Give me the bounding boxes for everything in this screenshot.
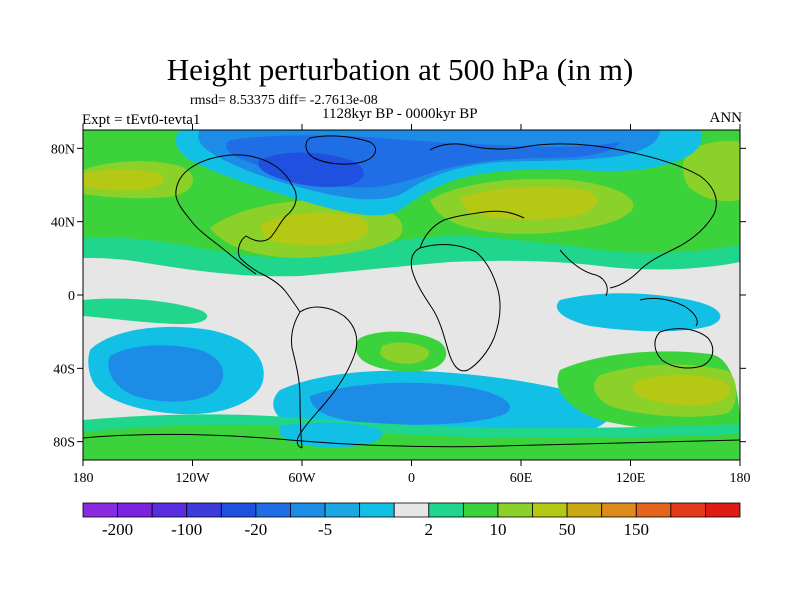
colorbar-label: 150 [624, 520, 650, 539]
period-label: 1128kyr BP - 0000kyr BP [322, 106, 478, 122]
colorbar: -200 -100 -20 -5 2 10 50 150 [82, 502, 741, 539]
field-south-pacific-negative-core [108, 345, 224, 402]
lon-tick-label: 60W [288, 471, 316, 486]
colorbar-swatch [532, 502, 568, 518]
colorbar-label: -200 [102, 520, 133, 539]
map-panel [83, 130, 740, 460]
colorbar-swatch [255, 502, 291, 518]
lat-tick-label: 40S [53, 362, 75, 377]
longitude-axis: 180 120W 60W 0 60E 120E 180 [73, 124, 751, 486]
lon-tick-label: 180 [73, 471, 94, 486]
coast-eurasia [429, 143, 717, 289]
colorbar-label: -5 [318, 520, 332, 539]
colorbar-swatch [705, 502, 741, 518]
field-midlat-light-band [83, 298, 208, 324]
colorbar-swatch [151, 502, 188, 518]
lat-tick-label: 0 [68, 289, 75, 304]
colorbar-label: 10 [489, 520, 506, 539]
colorbar-swatch [670, 502, 706, 518]
colorbar-swatch [220, 502, 257, 518]
coastlines [83, 135, 740, 449]
colorbar-label: 2 [425, 520, 434, 539]
coast-north-america [187, 154, 301, 313]
plot-title: Height perturbation at 500 hPa (in m) [166, 52, 634, 87]
field-south-indian-positive-center [632, 374, 731, 406]
lon-tick-label: 0 [408, 471, 415, 486]
colorbar-swatch [290, 502, 326, 518]
colorbar-swatch [497, 502, 533, 518]
colorbar-swatch [82, 502, 118, 518]
lon-tick-label: 60E [510, 471, 533, 486]
latitude-axis: 80N 40N 0 40S 80S [51, 142, 746, 451]
lat-tick-label: 80S [53, 436, 75, 451]
field-south-america-positive-core [380, 342, 430, 364]
colorbar-swatch [186, 502, 222, 518]
field-pacific-positive-center [83, 169, 164, 191]
field-arctic-negative-center [258, 152, 364, 188]
coast-africa [410, 244, 501, 372]
lat-tick-label: 40N [51, 216, 75, 231]
colorbar-swatch [324, 502, 361, 518]
lat-tick-label: 80N [51, 142, 75, 157]
colorbar-swatch [635, 502, 672, 518]
colorbar-swatch [566, 502, 603, 518]
colorbar-label: -20 [245, 520, 268, 539]
field-eastasia-positive-core [682, 140, 740, 202]
season-label: ANN [709, 110, 743, 126]
field-south-atlantic-negative-core [310, 382, 510, 425]
coast-antarctica [83, 433, 740, 448]
colorbar-swatch [601, 502, 637, 518]
colorbar-swatch [428, 502, 464, 518]
lon-tick-label: 180 [730, 471, 751, 486]
coast-greenland [305, 135, 377, 165]
coast-australia [654, 328, 714, 369]
coast-indonesia [639, 297, 698, 327]
field-antarctic-positive [83, 423, 740, 460]
coast-south-america [296, 306, 358, 449]
experiment-label: Expt = tEvt0-tevta1 [82, 112, 201, 128]
colorbar-swatch [393, 502, 430, 518]
field-antarctic-light [83, 414, 740, 438]
stats-label: rmsd= 8.53375 diff= -2.7613e-08 [190, 93, 378, 108]
lon-tick-label: 120E [616, 471, 646, 486]
colorbar-swatch [117, 502, 153, 518]
colorbar-swatch [462, 502, 499, 518]
field-tropical-negative [556, 293, 721, 332]
field-north-light-band [83, 235, 740, 277]
lon-tick-label: 120W [175, 471, 210, 486]
colorbar-swatch [359, 502, 395, 518]
colorbar-label: 50 [559, 520, 576, 539]
colorbar-label: -100 [171, 520, 202, 539]
field-atlantic-positive-center [260, 212, 369, 246]
